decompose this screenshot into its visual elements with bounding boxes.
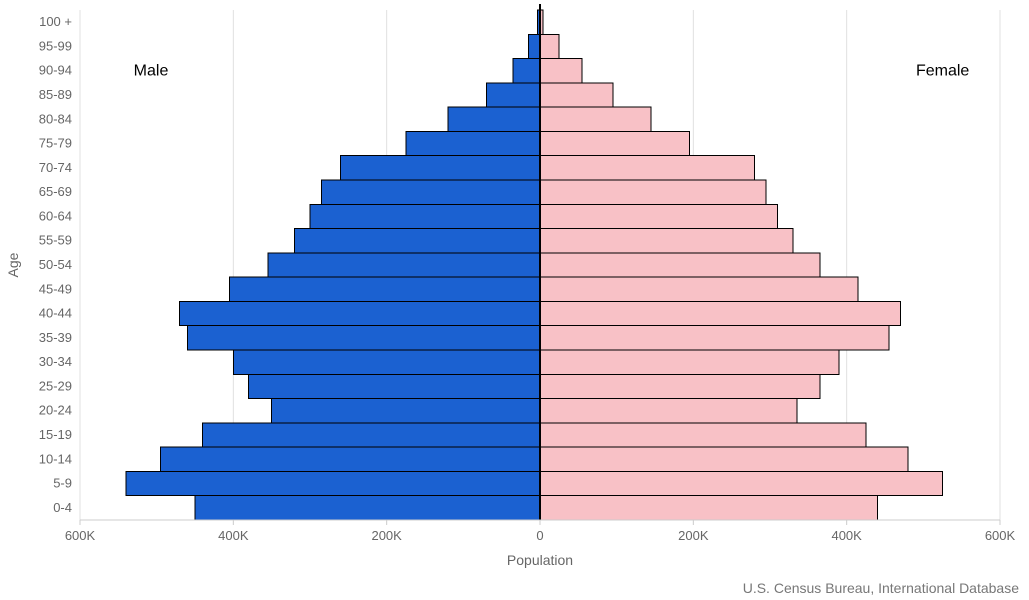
bar-female (540, 229, 793, 253)
bar-male (249, 374, 540, 398)
bar-male (341, 156, 540, 180)
y-tick-label: 40-44 (39, 306, 72, 321)
bar-male (448, 107, 540, 131)
bar-male (310, 204, 540, 228)
bar-male (529, 34, 541, 58)
bar-female (540, 180, 766, 204)
x-tick-label: 600K (65, 528, 96, 543)
bar-male (203, 423, 540, 447)
bar-female (540, 447, 908, 471)
bar-female (540, 496, 877, 520)
y-tick-label: 10-14 (39, 451, 72, 466)
source-note: U.S. Census Bureau, International Databa… (743, 580, 1019, 596)
y-tick-label: 95-99 (39, 38, 72, 53)
y-axis-title: Age (5, 252, 21, 277)
bar-male (322, 180, 541, 204)
x-tick-label: 400K (218, 528, 249, 543)
bar-female (540, 59, 582, 83)
y-tick-label: 75-79 (39, 136, 72, 151)
bar-male (180, 301, 540, 325)
bar-male (406, 131, 540, 155)
bar-male (195, 496, 540, 520)
population-pyramid-chart: 600K 400K 200K 0 200K 400K 600K Population 0-4 5-… (0, 0, 1029, 600)
bar-female (540, 471, 943, 495)
bar-female (540, 156, 755, 180)
y-tick-label: 55-59 (39, 233, 72, 248)
series-label-male: Male (134, 63, 169, 80)
x-tick-label: 400K (831, 528, 862, 543)
bar-female (540, 423, 866, 447)
bar-female (540, 107, 651, 131)
y-tick-label: 20-24 (39, 403, 72, 418)
bar-female (540, 326, 889, 350)
y-tick-label: 50-54 (39, 257, 72, 272)
series-label-female: Female (916, 63, 969, 80)
y-tick-label: 45-49 (39, 281, 72, 296)
bar-male (486, 83, 540, 107)
bar-male (230, 277, 541, 301)
bar-male (187, 326, 540, 350)
bar-female (540, 204, 778, 228)
x-tick-label: 0 (536, 528, 543, 543)
y-tick-label: 80-84 (39, 111, 72, 126)
y-tick-label: 65-69 (39, 184, 72, 199)
bar-male (161, 447, 541, 471)
y-tick-label: 35-39 (39, 330, 72, 345)
bar-female (540, 131, 690, 155)
x-tick-label: 200K (678, 528, 709, 543)
y-tick-label: 70-74 (39, 160, 72, 175)
y-tick-label: 60-64 (39, 208, 72, 223)
bar-female (540, 253, 820, 277)
bar-female (540, 374, 820, 398)
bar-male (126, 471, 540, 495)
bar-female (540, 301, 900, 325)
y-tick-label: 90-94 (39, 63, 72, 78)
x-tick-label: 600K (985, 528, 1016, 543)
x-tick-label: 200K (371, 528, 402, 543)
y-tick-label: 5-9 (53, 476, 72, 491)
y-tick-label: 15-19 (39, 427, 72, 442)
bar-female (540, 350, 839, 374)
bar-male (233, 350, 540, 374)
y-tick-label: 25-29 (39, 378, 72, 393)
y-tick-label: 0-4 (53, 500, 72, 515)
y-tick-label: 85-89 (39, 87, 72, 102)
bar-male (268, 253, 540, 277)
bar-male (513, 59, 540, 83)
y-tick-label: 30-34 (39, 354, 72, 369)
y-axis: 0-4 5-9 10-14 15-19 20-24 25-29 30-34 35-39 40-4… (39, 14, 72, 515)
bar-female (540, 277, 858, 301)
bar-female (540, 83, 613, 107)
bar-male (295, 229, 540, 253)
pyramid-svg: 600K 400K 200K 0 200K 400K 600K Population 0-4 5-… (0, 0, 1029, 600)
y-tick-label: 100 + (39, 14, 72, 29)
x-axis-title: Population (507, 552, 573, 568)
bar-female (540, 399, 797, 423)
bar-male (272, 399, 540, 423)
bar-female (540, 34, 559, 58)
